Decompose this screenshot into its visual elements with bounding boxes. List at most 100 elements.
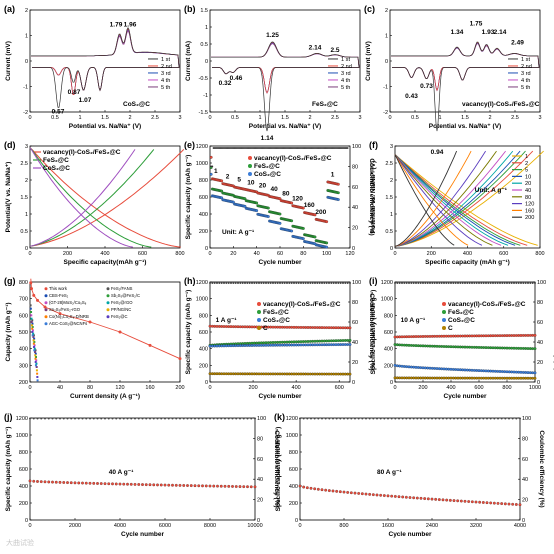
capacity-point [493,346,497,350]
ce-point [426,282,429,284]
capacity-point [517,376,521,380]
capacity-point [290,219,294,223]
capacity-point [339,372,343,376]
capacity-point [401,495,405,499]
capacity-point [152,483,156,487]
y2-tick-label: 40 [352,205,358,211]
capacity-point [306,326,310,329]
capacity-point [451,376,455,380]
capacity-point [327,343,331,347]
capacity-point [507,334,511,337]
y-axis-label: Capacity (mAh g⁻¹) [5,302,12,361]
capacity-point [503,502,507,506]
ce-point [468,282,471,284]
rate-label: 10 [247,179,255,186]
ce-point [239,417,241,420]
capacity-point [364,492,368,496]
capacity-point [454,368,458,371]
capacity-point [505,370,509,374]
cv-cycle-1 [31,26,180,108]
ce-point [182,417,185,420]
y-tick-label: 800 [199,178,208,184]
ce-point [372,417,375,420]
capacity-point [400,376,404,380]
y-tick-label: 400 [19,347,28,353]
y-axis-label: Specific capacity (mAh g⁻¹) [185,155,192,240]
ce-point [137,417,140,420]
x-tick-label: 10000 [247,523,262,529]
ce-point [295,282,298,284]
capacity-point [210,372,214,376]
ce-point [307,282,309,284]
capacity-point [122,482,126,486]
legend-entry: 4 th [161,78,170,84]
ce-point [443,282,445,284]
capacity-point [482,369,486,373]
ce-point [471,282,473,284]
ce-point [302,417,305,420]
ce-point [436,282,438,284]
ce-point [496,282,499,284]
capacity-point [269,343,273,347]
capacity-point [500,502,504,505]
capacity-point [414,335,418,338]
capacity-point [144,483,148,487]
capacity-point [475,376,479,380]
capacity-point [528,347,532,350]
capacity-point [479,369,483,373]
capacity-point [215,324,219,328]
y-tick-label: 2 [25,178,28,184]
panel-d: 0 200 400 600 800 0 0.5 1 1.5 2 2.5 3 Specific capac… [4,140,185,266]
capacity-point [478,500,482,504]
capacity-point [416,366,420,369]
x-tick-label: 6000 [159,523,171,529]
capacity-point [423,376,427,380]
x-tick-label: 80 [87,385,93,391]
capacity-point [521,347,525,350]
gcd-discharge [394,154,502,246]
reference-point [35,366,38,368]
capacity-point [343,372,347,376]
x-tick-label: 800 [175,251,184,257]
capacity-point [313,326,317,329]
capacity-point [514,376,518,380]
capacity-point [313,372,317,376]
x-tick-label: 120 [115,385,124,391]
capacity-point [433,344,437,348]
capacity-point [329,326,333,330]
capacity-point [458,376,462,380]
capacity-point [444,345,448,348]
y-tick-label: 400 [199,347,208,353]
ce-point [288,282,291,284]
capacity-point [451,345,455,349]
capacity-point [250,372,254,376]
capacity-point [430,366,434,370]
capacity-point [505,334,509,337]
y2-tick-label: 100 [257,416,266,422]
reference-point [30,314,33,317]
capacity-point [498,376,502,380]
x-axis-label: Cycle number [444,393,487,400]
ce-point [401,417,404,420]
y2-tick-label: 20 [522,498,528,504]
capacity-point [489,334,493,338]
legend-entry: vacancy(I)-CoS₂/FeS₂@C [263,301,341,308]
capacity-point [315,339,319,343]
capacity-point [276,372,280,376]
ce-point [299,417,301,420]
ce-point [531,282,534,284]
ce-point [211,165,214,168]
capacity-point [236,325,240,329]
capacity-point [395,376,399,380]
ce-point [478,417,481,420]
capacity-point [349,491,353,495]
capacity-point [524,371,528,374]
legend-swatch [442,310,446,314]
capacity-point [393,363,397,367]
capacity-point [414,365,418,369]
capacity-point [524,376,528,380]
y-tick-label: 0 [205,380,208,386]
reference-point [29,304,32,307]
capacity-point [255,201,259,205]
capacity-point [271,325,275,329]
